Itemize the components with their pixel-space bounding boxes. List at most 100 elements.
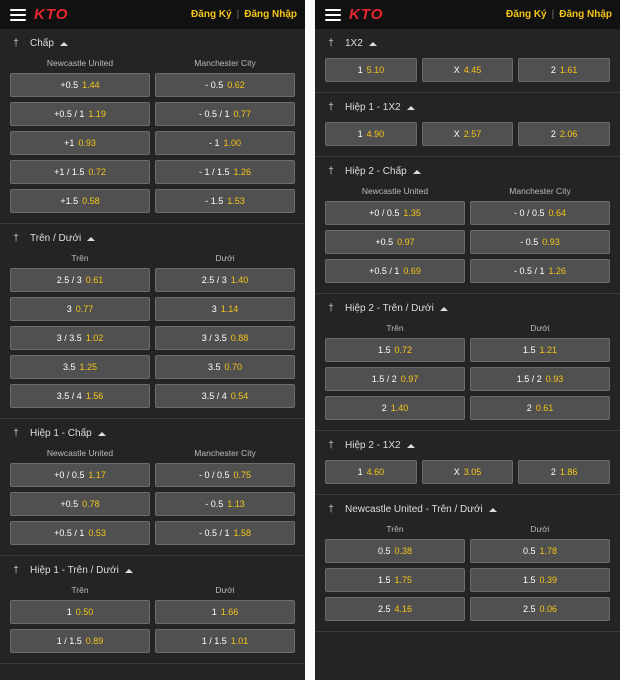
login-link[interactable]: Đăng Nhập — [244, 9, 297, 20]
odds-button[interactable]: 2.5 / 3 0.61 — [10, 268, 150, 292]
section-header[interactable]: † Hiệp 1 - Chấp — [10, 419, 295, 448]
odds-button[interactable]: 1 4.90 — [325, 122, 417, 146]
odds-button[interactable]: 1 1.66 — [155, 600, 295, 624]
odds-value: 1.35 — [403, 208, 421, 218]
pin-icon[interactable]: † — [13, 233, 19, 244]
odds-button[interactable]: +1 0.93 — [10, 131, 150, 155]
odds-button[interactable]: - 0.5 1.13 — [155, 492, 295, 516]
section-header[interactable]: † Hiệp 2 - 1X2 — [325, 431, 610, 460]
caret-up-icon[interactable] — [406, 105, 415, 110]
pin-icon[interactable]: † — [328, 102, 334, 113]
section-title: Chấp — [30, 38, 54, 49]
odds-button[interactable]: - 0.5 / 1 0.77 — [155, 102, 295, 126]
logo[interactable]: KTO — [349, 6, 384, 23]
odds-button[interactable]: - 1.5 1.53 — [155, 189, 295, 213]
odds-label: - 0.5 — [205, 499, 224, 509]
odds-button[interactable]: +0 / 0.5 1.35 — [325, 201, 465, 225]
odds-button[interactable]: +0.5 / 1 1.19 — [10, 102, 150, 126]
caret-up-icon[interactable] — [59, 41, 68, 46]
odds-button[interactable]: 2 0.61 — [470, 396, 610, 420]
pin-icon[interactable]: † — [328, 166, 334, 177]
odds-button[interactable]: - 0.5 / 1 1.58 — [155, 521, 295, 545]
pin-icon[interactable]: † — [328, 38, 334, 49]
odds-button[interactable]: 3 / 3.5 0.88 — [155, 326, 295, 350]
odds-button[interactable]: - 0.5 0.62 — [155, 73, 295, 97]
odds-button[interactable]: - 1 1.00 — [155, 131, 295, 155]
odds-button[interactable]: 3.5 0.70 — [155, 355, 295, 379]
odds-button[interactable]: X 3.05 — [421, 460, 514, 484]
odds-button[interactable]: 1 5.10 — [325, 58, 417, 82]
odds-button[interactable]: - 0.5 0.93 — [470, 230, 610, 254]
odds-button[interactable]: +1 / 1.5 0.72 — [10, 160, 150, 184]
odds-button[interactable]: 1.5 / 2 0.97 — [325, 367, 465, 391]
section-header[interactable]: † Hiệp 1 - 1X2 — [325, 93, 610, 122]
odds-button[interactable]: - 0.5 / 1 1.26 — [470, 259, 610, 283]
section-header[interactable]: † Trên / Dưới — [10, 224, 295, 253]
odds-button[interactable]: 1.5 0.39 — [470, 568, 610, 592]
caret-up-icon[interactable] — [439, 306, 448, 311]
section-header[interactable]: † Newcastle United - Trên / Dưới — [325, 495, 610, 524]
odds-button[interactable]: 1 / 1.5 1.01 — [155, 629, 295, 653]
pin-icon[interactable]: † — [13, 565, 19, 576]
odds-button[interactable]: +0.5 1.44 — [10, 73, 150, 97]
odds-button[interactable]: +0.5 0.97 — [325, 230, 465, 254]
section-header[interactable]: † Hiệp 2 - Trên / Dưới — [325, 294, 610, 323]
odds-button[interactable]: 1.5 1.75 — [325, 568, 465, 592]
odds-button[interactable]: 3 1.14 — [155, 297, 295, 321]
odds-button[interactable]: X 2.57 — [421, 122, 514, 146]
hamburger-icon[interactable] — [325, 8, 341, 21]
odds-button[interactable]: +0.5 / 1 0.69 — [325, 259, 465, 283]
odds-button[interactable]: 3 / 3.5 1.02 — [10, 326, 150, 350]
register-link[interactable]: Đăng Ký — [506, 9, 547, 20]
odds-button[interactable]: 3.5 / 4 1.56 — [10, 384, 150, 408]
odds-button[interactable]: +0.5 0.78 — [10, 492, 150, 516]
caret-up-icon[interactable] — [488, 507, 497, 512]
odds-button[interactable]: 3.5 1.25 — [10, 355, 150, 379]
odds-button[interactable]: +1.5 0.58 — [10, 189, 150, 213]
caret-up-icon[interactable] — [368, 41, 377, 46]
section-header[interactable]: † Hiệp 2 - Chấp — [325, 157, 610, 186]
odds-button[interactable]: - 0 / 0.5 0.64 — [470, 201, 610, 225]
odds-button[interactable]: 2 1.61 — [518, 58, 611, 82]
pin-icon[interactable]: † — [328, 504, 334, 515]
odds-button[interactable]: 2.5 0.06 — [470, 597, 610, 621]
odds-button[interactable]: +0.5 / 1 0.53 — [10, 521, 150, 545]
pin-icon[interactable]: † — [328, 440, 334, 451]
odds-button[interactable]: 1 0.50 — [10, 600, 150, 624]
section-header[interactable]: † Chấp — [10, 29, 295, 58]
odds-button[interactable]: 1.5 / 2 0.93 — [470, 367, 610, 391]
logo[interactable]: KTO — [34, 6, 69, 23]
pin-icon[interactable]: † — [13, 38, 19, 49]
odds-button[interactable]: 2.5 4.16 — [325, 597, 465, 621]
odds-button[interactable]: 0.5 0.38 — [325, 539, 465, 563]
caret-up-icon[interactable] — [87, 236, 96, 241]
odds-button[interactable]: 0.5 1.78 — [470, 539, 610, 563]
odds-button[interactable]: 2 2.06 — [518, 122, 611, 146]
caret-up-icon[interactable] — [406, 443, 415, 448]
hamburger-icon[interactable] — [10, 8, 26, 21]
odds-label: +0.5 / 1 — [369, 266, 400, 276]
caret-up-icon[interactable] — [124, 568, 133, 573]
odds-button[interactable]: 1.5 1.21 — [470, 338, 610, 362]
odds-button[interactable]: 2 1.86 — [518, 460, 611, 484]
caret-up-icon[interactable] — [97, 431, 106, 436]
odds-button[interactable]: 3.5 / 4 0.54 — [155, 384, 295, 408]
odds-button[interactable]: +0 / 0.5 1.17 — [10, 463, 150, 487]
odds-button[interactable]: 1.5 0.72 — [325, 338, 465, 362]
pin-icon[interactable]: † — [328, 303, 334, 314]
pin-icon[interactable]: † — [13, 428, 19, 439]
odds-row: 1 5.10 X 4.45 2 1.61 — [325, 58, 611, 82]
section-header[interactable]: † Hiệp 1 - Trên / Dưới — [10, 556, 295, 585]
odds-button[interactable]: X 4.45 — [421, 58, 514, 82]
odds-button[interactable]: - 1 / 1.5 1.26 — [155, 160, 295, 184]
register-link[interactable]: Đăng Ký — [191, 9, 232, 20]
odds-button[interactable]: 1 / 1.5 0.89 — [10, 629, 150, 653]
odds-button[interactable]: 2.5 / 3 1.40 — [155, 268, 295, 292]
odds-button[interactable]: 1 4.60 — [325, 460, 417, 484]
odds-button[interactable]: - 0 / 0.5 0.75 — [155, 463, 295, 487]
odds-button[interactable]: 3 0.77 — [10, 297, 150, 321]
login-link[interactable]: Đăng Nhập — [559, 9, 612, 20]
odds-button[interactable]: 2 1.40 — [325, 396, 465, 420]
caret-up-icon[interactable] — [412, 169, 421, 174]
section-header[interactable]: † 1X2 — [325, 29, 610, 58]
